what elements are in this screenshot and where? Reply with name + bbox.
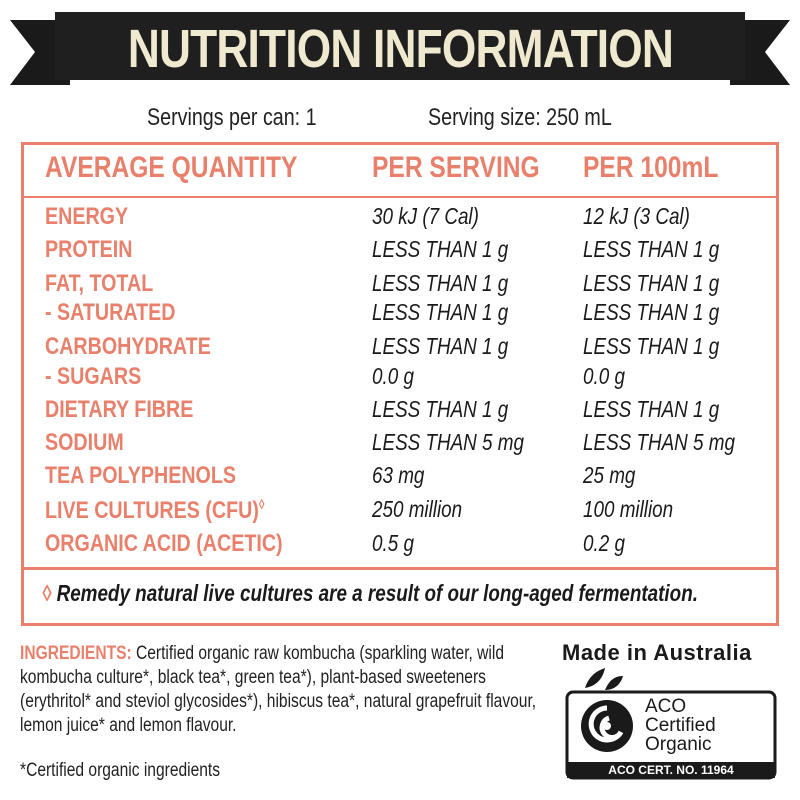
row-value: 250 million (372, 496, 463, 522)
aco-logo (565, 668, 777, 780)
column-header: AVERAGE QUANTITY (45, 151, 298, 184)
servings-per-can: Servings per can: 1 (147, 104, 317, 131)
footnote-marker: ◊ (258, 496, 265, 512)
row-label: LIVE CULTURES (CFU)◊ (45, 496, 313, 525)
row-value: 63 mg (372, 462, 425, 488)
row-label: CARBOHYDRATE (45, 333, 211, 360)
row-value: 0.0 g (583, 363, 625, 389)
aco-text: ACO Certified Organic (645, 697, 765, 754)
footnote-symbol: ◊ (42, 580, 52, 606)
row-value: 0.2 g (583, 530, 625, 556)
ingredients-text: Certified organic raw kombucha (sparklin… (20, 643, 537, 736)
row-value: LESS THAN 1 g (372, 270, 509, 296)
row-value: LESS THAN 1 g (583, 333, 720, 359)
column-header: PER SERVING (372, 151, 540, 184)
row-label: FAT, TOTAL (45, 270, 154, 297)
serving-size: Serving size: 250 mL (428, 104, 612, 131)
row-value: LESS THAN 1 g (372, 396, 509, 422)
row-value: 25 mg (583, 462, 636, 488)
row-value: LESS THAN 1 g (372, 299, 509, 325)
title: NUTRITION INFORMATION (127, 19, 673, 79)
row-value: 0.0 g (372, 363, 414, 389)
row-label: - SUGARS (45, 363, 142, 390)
row-label-text: LIVE CULTURES (CFU) (45, 497, 259, 524)
row-label: TEA POLYPHENOLS (45, 462, 237, 489)
row-label: ORGANIC ACID (ACETIC) (45, 530, 283, 557)
column-header: PER 100mL (583, 151, 719, 184)
made-in: Made in Australia (562, 640, 752, 665)
aco-line: Organic (645, 734, 712, 755)
row-value: 30 kJ (7 Cal) (372, 203, 479, 229)
aco-line: Certified (645, 715, 716, 736)
row-value: LESS THAN 5 mg (583, 429, 735, 455)
row-value: 12 kJ (3 Cal) (583, 203, 690, 229)
ingredients: INGREDIENTS: Certified organic raw kombu… (20, 642, 580, 738)
row-value: LESS THAN 1 g (372, 333, 509, 359)
row-label: PROTEIN (45, 236, 133, 263)
row-value: LESS THAN 1 g (583, 299, 720, 325)
row-label: ENERGY (45, 203, 129, 230)
row-label: - SATURATED (45, 299, 176, 326)
aco-cert: ACO CERT. NO. 11964 (608, 763, 734, 777)
row-label: SODIUM (45, 429, 124, 456)
footnote: ◊ Remedy natural live cultures are a res… (42, 580, 800, 607)
note-rule (24, 567, 776, 570)
row-value: 100 million (583, 496, 674, 522)
table-border (21, 142, 779, 626)
row-value: LESS THAN 1 g (583, 270, 720, 296)
row-value: LESS THAN 1 g (583, 236, 720, 262)
row-value: LESS THAN 5 mg (372, 429, 524, 455)
ingredients-footnote: *Certified organic ingredients (20, 760, 221, 781)
row-value: 0.5 g (372, 530, 414, 556)
ingredients-label: INGREDIENTS: (20, 643, 132, 664)
aco-line: ACO (645, 696, 687, 717)
row-value: LESS THAN 1 g (372, 236, 509, 262)
header-rule (24, 196, 776, 198)
row-label: DIETARY FIBRE (45, 396, 194, 423)
banner (10, 12, 790, 85)
row-value: LESS THAN 1 g (583, 396, 720, 422)
footnote-text: Remedy natural live cultures are a resul… (56, 580, 698, 606)
